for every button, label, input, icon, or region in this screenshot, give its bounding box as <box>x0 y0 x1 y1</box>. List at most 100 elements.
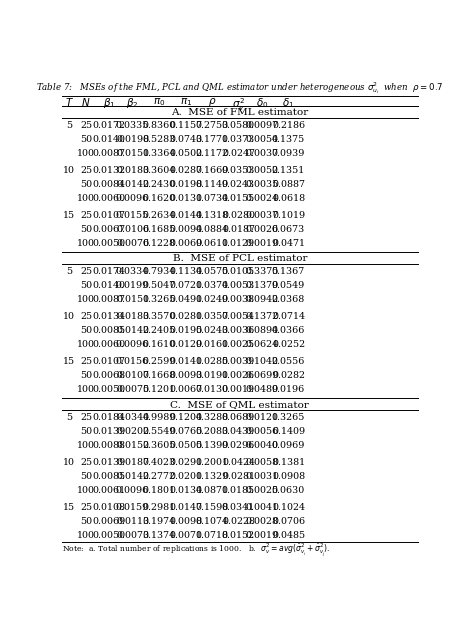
Text: 0.2981: 0.2981 <box>143 502 176 512</box>
Text: $\delta_0$: $\delta_0$ <box>256 96 269 110</box>
Text: 0.0028: 0.0028 <box>246 517 279 526</box>
Text: 0.0344: 0.0344 <box>116 413 149 421</box>
Text: 0.1042: 0.1042 <box>246 357 279 366</box>
Text: 0.1019: 0.1019 <box>272 211 305 220</box>
Text: 0.1134: 0.1134 <box>169 267 203 276</box>
Text: 0.0141: 0.0141 <box>170 357 203 366</box>
Text: 0.0151: 0.0151 <box>116 295 149 304</box>
Text: 0.0183: 0.0183 <box>116 311 149 321</box>
Text: 0.0366: 0.0366 <box>272 326 305 335</box>
Text: 0.0243: 0.0243 <box>222 180 255 189</box>
Text: 0.0280: 0.0280 <box>222 211 255 220</box>
Text: 0.0025: 0.0025 <box>246 486 279 494</box>
Text: 0.0041: 0.0041 <box>246 502 279 512</box>
Text: 0.1801: 0.1801 <box>143 486 176 494</box>
Text: 50: 50 <box>80 135 92 144</box>
Text: 0.0106: 0.0106 <box>116 225 149 234</box>
Text: 0.1974: 0.1974 <box>143 517 176 526</box>
Text: 0.0485: 0.0485 <box>272 531 305 540</box>
Text: 0.0201: 0.0201 <box>170 472 203 481</box>
Text: 0.0152: 0.0152 <box>116 441 149 450</box>
Text: 0.0131: 0.0131 <box>169 194 203 203</box>
Text: 0.0121: 0.0121 <box>246 413 279 421</box>
Text: 50: 50 <box>80 225 92 234</box>
Text: 0.0424: 0.0424 <box>222 457 255 467</box>
Text: 0.0130: 0.0130 <box>196 385 229 394</box>
Text: 0.0129: 0.0129 <box>169 340 203 349</box>
Text: 0.0050: 0.0050 <box>93 531 126 540</box>
Text: 0.0139: 0.0139 <box>93 426 126 436</box>
Text: 0.0151: 0.0151 <box>116 149 149 158</box>
Text: 25: 25 <box>80 166 92 175</box>
Text: 100: 100 <box>77 239 95 248</box>
Text: 0.0489: 0.0489 <box>246 385 279 394</box>
Text: 0.0050: 0.0050 <box>93 385 126 394</box>
Text: 0.0085: 0.0085 <box>93 472 126 481</box>
Text: 0.0939: 0.0939 <box>272 149 305 158</box>
Text: 0.5047: 0.5047 <box>143 281 176 290</box>
Text: 0.0037: 0.0037 <box>246 149 279 158</box>
Text: 50: 50 <box>80 426 92 436</box>
Text: 0.0187: 0.0187 <box>116 457 149 467</box>
Text: 0.1620: 0.1620 <box>143 194 176 203</box>
Text: 0.0721: 0.0721 <box>170 281 203 290</box>
Text: 0.0019: 0.0019 <box>246 239 279 248</box>
Text: 0.3288: 0.3288 <box>196 413 229 421</box>
Text: 0.0765: 0.0765 <box>169 426 203 436</box>
Text: 0.0060: 0.0060 <box>93 194 126 203</box>
Text: 0.0087: 0.0087 <box>93 295 126 304</box>
Text: 0.0026: 0.0026 <box>246 225 279 234</box>
Text: 0.1379: 0.1379 <box>246 281 279 290</box>
Text: 0.0084: 0.0084 <box>93 180 126 189</box>
Text: 0.0037: 0.0037 <box>246 211 279 220</box>
Text: 0.0353: 0.0353 <box>222 166 255 175</box>
Text: 5: 5 <box>66 413 73 421</box>
Text: 0.0908: 0.0908 <box>272 472 305 481</box>
Text: 0.1228: 0.1228 <box>143 239 176 248</box>
Text: 0.0198: 0.0198 <box>116 135 149 144</box>
Text: 50: 50 <box>80 371 92 379</box>
Text: 0.0054: 0.0054 <box>222 311 255 321</box>
Text: 0.3265: 0.3265 <box>272 413 305 421</box>
Text: 0.0056: 0.0056 <box>246 426 279 436</box>
Text: 0.1149: 0.1149 <box>196 180 229 189</box>
Text: 0.5283: 0.5283 <box>143 135 176 144</box>
Text: 0.0069: 0.0069 <box>169 239 203 248</box>
Text: 25: 25 <box>80 267 92 276</box>
Text: 0.1367: 0.1367 <box>272 267 305 276</box>
Text: 0.3375: 0.3375 <box>246 267 279 276</box>
Text: 0.0147: 0.0147 <box>170 502 203 512</box>
Text: 25: 25 <box>80 357 92 366</box>
Text: 0.0699: 0.0699 <box>246 371 279 379</box>
Text: 0.0024: 0.0024 <box>246 194 279 203</box>
Text: 15: 15 <box>63 211 75 220</box>
Text: $\sigma^2_v$: $\sigma^2_v$ <box>232 96 245 113</box>
Text: 50: 50 <box>80 326 92 335</box>
Text: 0.0038: 0.0038 <box>222 295 255 304</box>
Text: 0.1172: 0.1172 <box>196 149 229 158</box>
Text: 0.1669: 0.1669 <box>196 166 229 175</box>
Text: 0.0618: 0.0618 <box>272 194 305 203</box>
Text: 0.4023: 0.4023 <box>143 457 176 467</box>
Text: 0.0134: 0.0134 <box>93 311 126 321</box>
Text: 0.0052: 0.0052 <box>246 166 279 175</box>
Text: 0.0152: 0.0152 <box>222 531 255 540</box>
Text: 0.1409: 0.1409 <box>272 426 305 436</box>
Text: $\delta_1$: $\delta_1$ <box>282 96 295 110</box>
Text: 0.1074: 0.1074 <box>196 517 229 526</box>
Text: 0.0195: 0.0195 <box>169 326 203 335</box>
Text: 5: 5 <box>66 267 73 276</box>
Text: 0.1610: 0.1610 <box>143 340 176 349</box>
Text: 0.0184: 0.0184 <box>93 413 126 421</box>
Text: 0.0373: 0.0373 <box>222 135 255 144</box>
Text: 0.0296: 0.0296 <box>222 441 255 450</box>
Text: $\pi_1$: $\pi_1$ <box>180 96 192 108</box>
Text: 0.0068: 0.0068 <box>93 371 126 379</box>
Text: 0.0142: 0.0142 <box>116 180 149 189</box>
Text: 0.0335: 0.0335 <box>116 121 149 130</box>
Text: $\rho$: $\rho$ <box>208 96 217 108</box>
Text: C.  MSE of QML estimator: C. MSE of QML estimator <box>170 400 309 408</box>
Text: 0.3364: 0.3364 <box>143 149 176 158</box>
Text: 0.0734: 0.0734 <box>196 194 229 203</box>
Text: 0.0088: 0.0088 <box>93 441 126 450</box>
